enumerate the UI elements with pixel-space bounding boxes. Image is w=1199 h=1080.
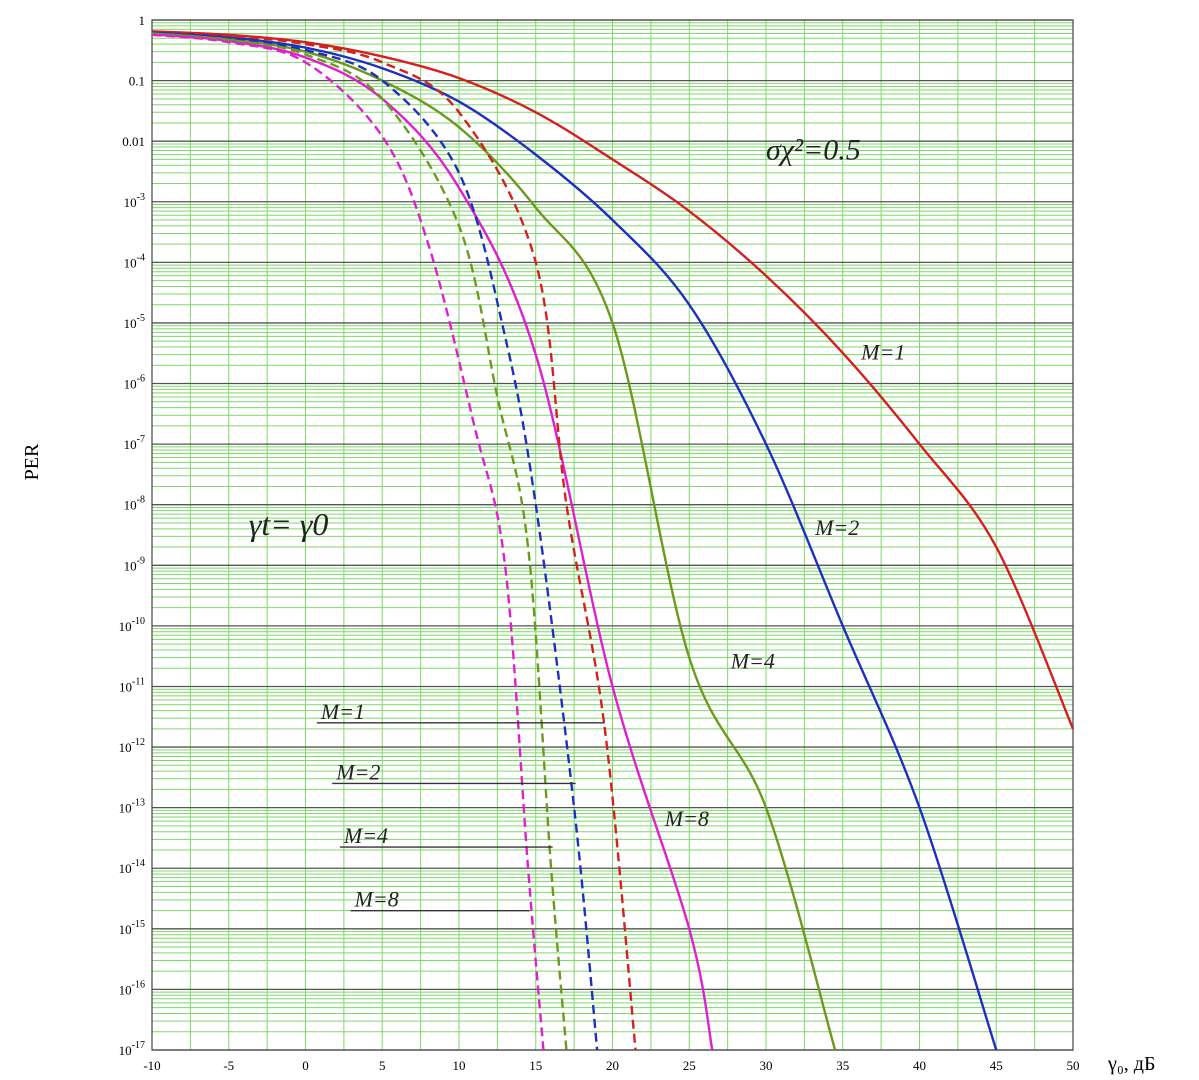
y-tick-label: 10-11 [119, 676, 145, 694]
y-tick-label: 10-7 [124, 434, 145, 452]
y-tick-labels: 1 0.1 0.01 10-3 10-4 10-5 10-6 10-7 10-8 10-9 10-1… [119, 13, 145, 1058]
x-tick-label: 15 [529, 1058, 542, 1073]
y-tick-label: 10-14 [119, 858, 145, 876]
x-tick-label: 30 [760, 1058, 773, 1073]
series-line-2 [151, 31, 998, 1051]
y-tick-label: 10-15 [119, 919, 145, 937]
annotation-1: σχ²=0.5 [766, 133, 861, 166]
x-tick-label: 20 [606, 1058, 619, 1073]
x-tick-labels: -10 -5 0 5 10 15 20 25 30 35 40 45 50 [143, 1058, 1079, 1073]
pointer-layer: M=1 M=2 M=4 M=8 [316, 699, 605, 912]
pointer-label-2: M=2 [335, 759, 380, 784]
plot-frame [151, 19, 1074, 1051]
annotation-5: M=8 [664, 806, 709, 831]
pointer-label-4: M=8 [354, 887, 399, 912]
series-line-8 [151, 33, 545, 1051]
y-tick-label: 10-6 [124, 374, 145, 392]
pointer-label-3: M=4 [343, 823, 388, 848]
grid [151, 19, 1074, 1051]
y-tick-label: 10-4 [124, 252, 145, 270]
y-tick-label: 10-8 [124, 495, 145, 513]
annotation-4: M=4 [730, 648, 775, 673]
y-tick-label: 10-9 [124, 555, 145, 573]
y-tick-label: 10-3 [124, 192, 145, 210]
x-tick-label: 35 [836, 1058, 849, 1073]
x-tick-label: 45 [990, 1058, 1003, 1073]
y-tick-label: 0.1 [129, 74, 145, 89]
series-line-3 [151, 32, 837, 1051]
x-tick-label: 5 [379, 1058, 386, 1073]
y-tick-label: 0.01 [122, 134, 145, 149]
y-tick-label: 10-17 [119, 1040, 145, 1058]
series-line-4 [151, 33, 714, 1051]
x-tick-label: 25 [683, 1058, 696, 1073]
x-tick-label: 0 [302, 1058, 309, 1073]
y-tick-label: 10-16 [119, 979, 145, 997]
series-line-7 [151, 32, 568, 1051]
series-line-5 [151, 30, 637, 1051]
pointer-label-1: M=1 [320, 699, 365, 724]
y-tick-label: 10-5 [124, 313, 145, 331]
x-tick-label: 40 [913, 1058, 926, 1073]
series-line-1 [151, 30, 1075, 730]
y-tick-label: 10-13 [119, 798, 145, 816]
x-tick-label: -10 [143, 1058, 160, 1073]
y-tick-label: 10-10 [119, 616, 145, 634]
y-tick-label: 10-12 [119, 737, 145, 755]
x-tick-label: 10 [453, 1058, 466, 1073]
series-layer [151, 30, 1075, 1051]
x-tick-label: 50 [1067, 1058, 1080, 1073]
annotation-2: M=1 [860, 339, 905, 364]
annotation-3: M=2 [814, 515, 859, 540]
x-tick-label: -5 [223, 1058, 234, 1073]
y-axis-label: PER [21, 443, 43, 480]
annotation-6: γt= γ0 [249, 506, 329, 542]
x-axis-label: γ₀, дБ [1107, 1053, 1155, 1075]
series-line-6 [151, 31, 599, 1051]
y-tick-label: 1 [139, 13, 146, 28]
annotation-layer: σχ²=0.5 M=1 M=2 M=4 M=8 γt= γ0 [249, 133, 906, 830]
